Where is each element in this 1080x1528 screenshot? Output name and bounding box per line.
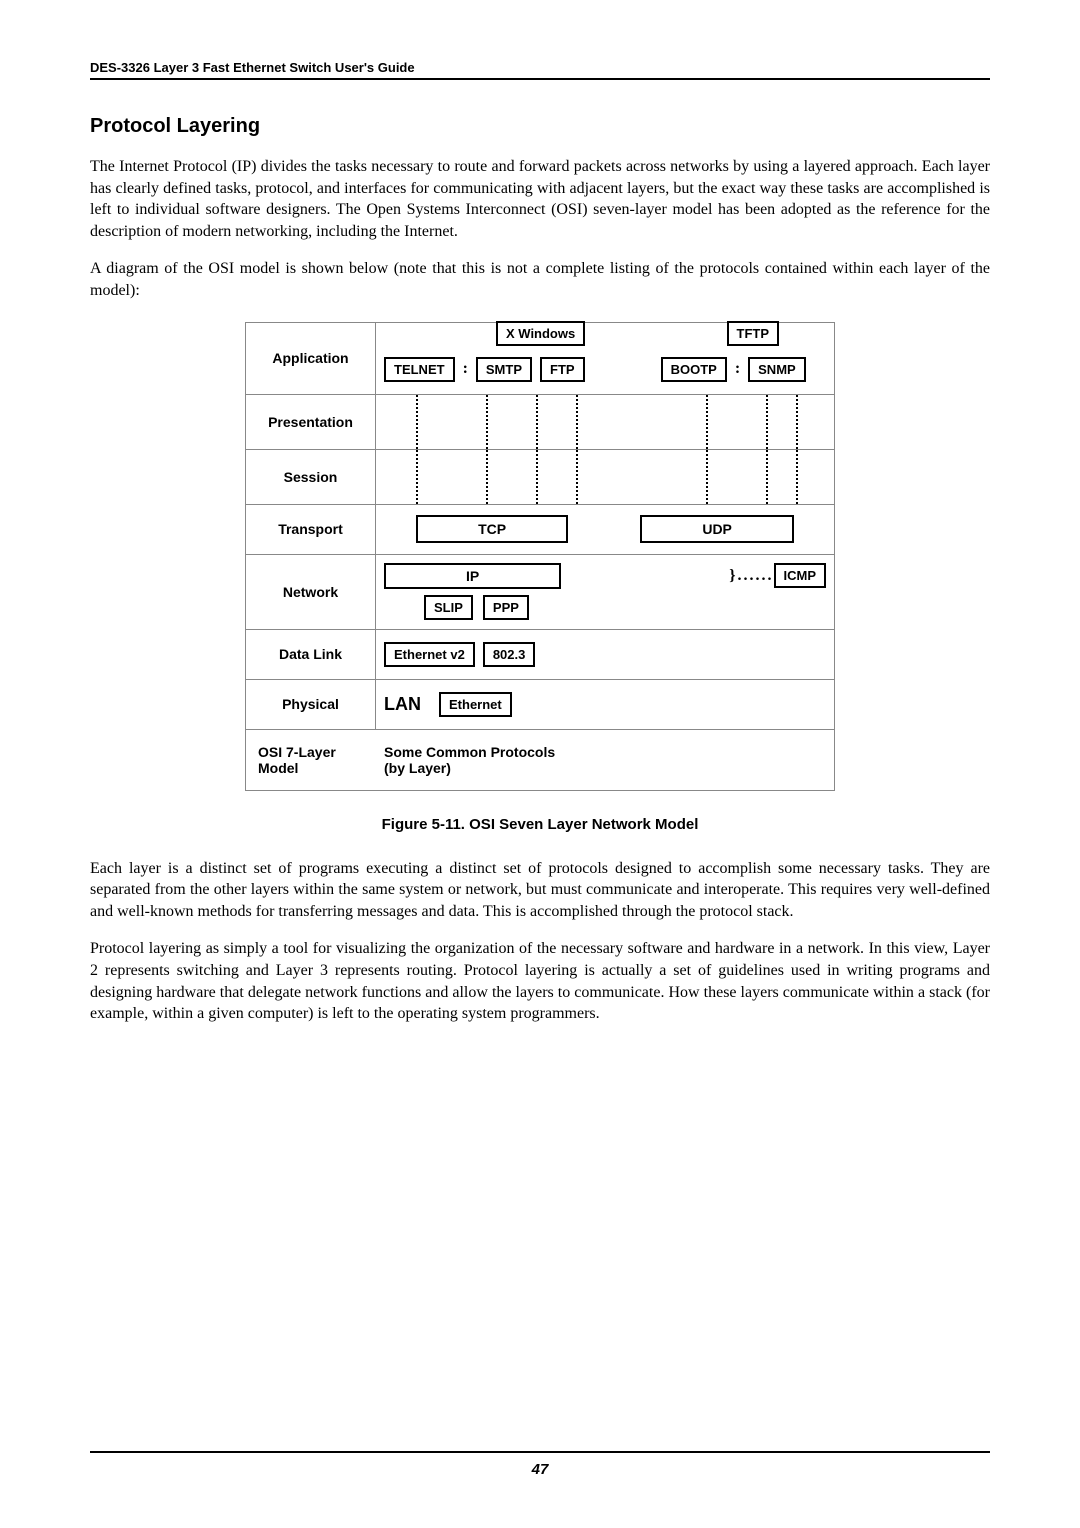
telnet-box: TELNET [384, 357, 455, 382]
presentation-content [376, 395, 834, 449]
ppp-box: PPP [483, 595, 529, 620]
footer-label: OSI 7-Layer Model [246, 730, 376, 790]
tcp-box: TCP [416, 515, 568, 543]
footer-content-1: Some Common Protocols [384, 744, 826, 760]
footer-label-1: OSI 7-Layer [258, 744, 364, 760]
icmp-box: ICMP [774, 563, 827, 588]
udp-box: UDP [640, 515, 794, 543]
physical-label: Physical [246, 680, 376, 729]
8023-box: 802.3 [483, 642, 536, 667]
osi-diagram: Application X Windows TFTP TELNET : SMTP… [245, 322, 835, 791]
diagram-footer-row: OSI 7-Layer Model Some Common Protocols … [246, 730, 834, 790]
ip-box: IP [384, 563, 561, 589]
transport-label: Transport [246, 505, 376, 554]
application-content: X Windows TFTP TELNET : SMTP FTP BOOTP :… [376, 323, 834, 394]
presentation-row: Presentation [246, 395, 834, 450]
smtp-box: SMTP [476, 357, 532, 382]
datalink-label: Data Link [246, 630, 376, 679]
lan-text: LAN [384, 694, 421, 715]
footer-content: Some Common Protocols (by Layer) [376, 730, 834, 790]
physical-content: LAN Ethernet [376, 680, 834, 729]
datalink-content: Ethernet v2 802.3 [376, 630, 834, 679]
transport-content: TCP UDP [376, 505, 834, 554]
physical-row: Physical LAN Ethernet [246, 680, 834, 730]
page-number: 47 [532, 1461, 549, 1478]
figure-caption: Figure 5-11. OSI Seven Layer Network Mod… [90, 816, 990, 833]
session-label: Session [246, 450, 376, 504]
application-label: Application [246, 323, 376, 394]
presentation-label: Presentation [246, 395, 376, 449]
paragraph-3: Each layer is a distinct set of programs… [90, 858, 990, 923]
paragraph-2: A diagram of the OSI model is shown belo… [90, 258, 990, 301]
session-content [376, 450, 834, 504]
session-row: Session [246, 450, 834, 505]
ftp-box: FTP [540, 357, 585, 382]
ethernet-box: Ethernet [439, 692, 512, 717]
datalink-row: Data Link Ethernet v2 802.3 [246, 630, 834, 680]
snmp-box: SNMP [748, 357, 806, 382]
ethernetv2-box: Ethernet v2 [384, 642, 475, 667]
header-text: DES-3326 Layer 3 Fast Ethernet Switch Us… [90, 60, 990, 80]
page-footer: 47 [90, 1451, 990, 1478]
paragraph-4: Protocol layering as simply a tool for v… [90, 938, 990, 1024]
bootp-box: BOOTP [661, 357, 727, 382]
footer-label-2: Model [258, 760, 364, 776]
network-row: Network IP }...... ICMP SLIP PPP [246, 555, 834, 630]
transport-row: Transport TCP UDP [246, 505, 834, 555]
tftp-box: TFTP [727, 321, 780, 346]
xwindows-box: X Windows [496, 321, 585, 346]
network-content: IP }...... ICMP SLIP PPP [376, 555, 834, 629]
network-label: Network [246, 555, 376, 629]
slip-box: SLIP [424, 595, 473, 620]
application-row: Application X Windows TFTP TELNET : SMTP… [246, 323, 834, 395]
dots: }...... [729, 567, 773, 585]
footer-content-2: (by Layer) [384, 760, 826, 776]
paragraph-1: The Internet Protocol (IP) divides the t… [90, 156, 990, 242]
section-title: Protocol Layering [90, 115, 990, 138]
